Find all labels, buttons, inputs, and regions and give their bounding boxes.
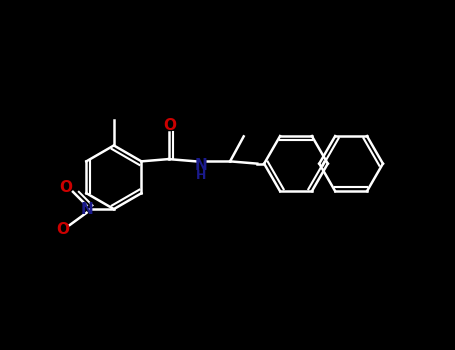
Text: O: O [163,118,176,133]
Text: H: H [196,169,207,182]
Text: N: N [195,159,208,173]
Text: O: O [60,180,73,195]
Text: O: O [56,222,70,237]
Text: N: N [80,202,93,217]
